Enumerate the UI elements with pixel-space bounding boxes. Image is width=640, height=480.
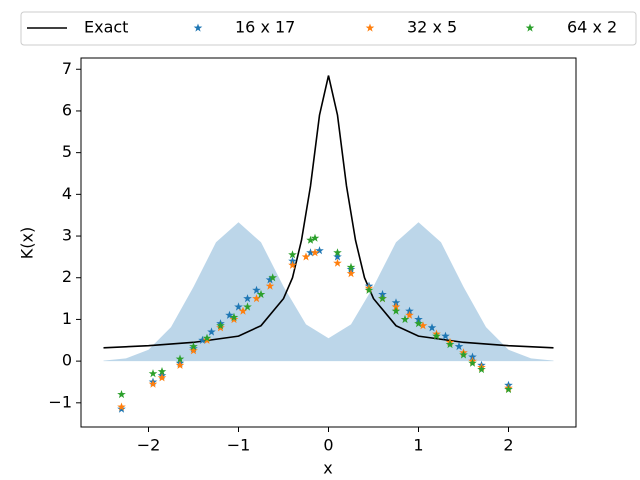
star-point bbox=[198, 335, 207, 344]
star-point bbox=[157, 367, 167, 376]
star-point bbox=[189, 342, 198, 351]
legend-label: 64 x 2 bbox=[567, 18, 617, 37]
star-point bbox=[364, 285, 374, 294]
star-point bbox=[175, 360, 185, 369]
star-point bbox=[459, 350, 468, 359]
star-point bbox=[243, 302, 252, 311]
x-tick-label: −1 bbox=[227, 436, 251, 455]
x-tick-label: 2 bbox=[503, 436, 513, 455]
star-point bbox=[432, 331, 441, 340]
star-point bbox=[378, 294, 387, 303]
y-tick-label: 4 bbox=[62, 184, 72, 203]
star-point bbox=[468, 358, 477, 367]
star-point bbox=[148, 379, 158, 388]
star-point bbox=[234, 302, 243, 311]
star-point bbox=[216, 321, 225, 330]
y-tick-label: 6 bbox=[62, 100, 72, 119]
y-tick-label: 0 bbox=[62, 351, 72, 370]
y-tick-label: 3 bbox=[62, 226, 72, 245]
star-point bbox=[310, 233, 320, 242]
star-point bbox=[252, 294, 261, 303]
y-axis-label: K(x) bbox=[18, 227, 37, 259]
y-tick-label: −1 bbox=[48, 392, 72, 411]
density-area bbox=[103, 222, 554, 362]
star-point bbox=[265, 281, 275, 290]
plot-frame bbox=[80, 57, 577, 428]
star-point bbox=[346, 269, 356, 278]
legend-label: 16 x 17 bbox=[235, 18, 295, 37]
y-tick-label: 5 bbox=[62, 142, 72, 161]
x-tick-label: −2 bbox=[137, 436, 161, 455]
legend-star bbox=[525, 23, 535, 32]
star-point bbox=[148, 369, 158, 378]
star-point bbox=[243, 294, 252, 303]
star-point bbox=[117, 402, 126, 411]
y-tick-label: 7 bbox=[62, 59, 72, 78]
star-point bbox=[405, 306, 414, 315]
star-point bbox=[265, 275, 275, 284]
star-point bbox=[477, 365, 486, 374]
legend-star bbox=[193, 23, 203, 32]
star-point bbox=[414, 314, 423, 324]
star-point bbox=[306, 248, 315, 257]
star-point bbox=[454, 342, 464, 351]
star-point bbox=[306, 235, 315, 244]
star-point bbox=[391, 298, 401, 307]
star-point bbox=[288, 256, 297, 265]
x-tick-label: 0 bbox=[323, 436, 333, 455]
star-point bbox=[333, 248, 342, 257]
star-point bbox=[117, 390, 126, 399]
x-axis-label: x bbox=[323, 459, 332, 478]
star-point bbox=[301, 252, 311, 261]
star-point bbox=[418, 321, 428, 330]
star-point bbox=[391, 302, 401, 311]
legend-star bbox=[365, 23, 375, 32]
legend-box bbox=[20, 11, 637, 46]
star-point bbox=[229, 312, 239, 321]
legend-label: 32 x 5 bbox=[407, 18, 457, 37]
star-point bbox=[468, 352, 477, 361]
star-point bbox=[414, 319, 423, 328]
star-point bbox=[333, 258, 342, 267]
star-point bbox=[504, 385, 513, 394]
star-point bbox=[288, 250, 297, 259]
star-point bbox=[225, 310, 234, 319]
star-point bbox=[441, 331, 450, 340]
star-point bbox=[346, 262, 356, 271]
star-point bbox=[157, 373, 167, 382]
star-point bbox=[202, 333, 212, 342]
star-point bbox=[400, 314, 410, 324]
star-point bbox=[378, 289, 387, 299]
star-point bbox=[252, 285, 261, 294]
star-point bbox=[288, 260, 297, 269]
star-point bbox=[333, 252, 342, 261]
y-tick-label: 2 bbox=[62, 267, 72, 286]
exact-line bbox=[103, 75, 554, 349]
star-point bbox=[256, 289, 266, 299]
star-point bbox=[405, 310, 414, 319]
star-point bbox=[175, 354, 185, 363]
star-point bbox=[315, 246, 324, 255]
star-point bbox=[238, 306, 248, 315]
star-point bbox=[268, 273, 277, 282]
x-tick-label: 1 bbox=[413, 436, 423, 455]
star-point bbox=[427, 323, 437, 332]
star-point bbox=[189, 346, 198, 355]
star-point bbox=[445, 339, 455, 349]
star-point bbox=[207, 327, 216, 336]
star-point bbox=[310, 248, 320, 257]
y-tick-label: 1 bbox=[62, 309, 72, 328]
star-point bbox=[391, 306, 401, 315]
legend-label: Exact bbox=[84, 18, 128, 37]
